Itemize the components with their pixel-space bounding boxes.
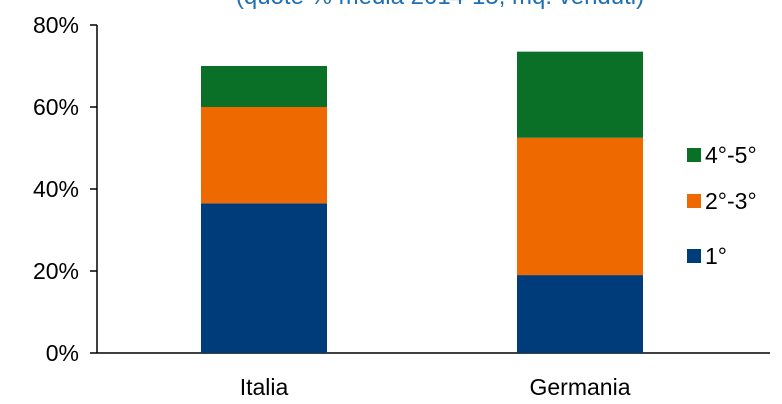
legend-swatch (687, 194, 701, 208)
x-category-label: Germania (530, 374, 631, 400)
x-category-label: Italia (240, 374, 289, 400)
x-axis-category-labels: Italia Germania (240, 374, 631, 400)
legend-label: 1° (705, 243, 727, 269)
bar-segment (517, 51, 643, 138)
y-tick-label: 60% (33, 94, 79, 120)
bar-segment (517, 275, 643, 353)
y-tick-label: 80% (33, 12, 79, 38)
y-axis-ticks: 0% 20% 40% 60% 80% (33, 12, 97, 366)
legend-swatch (687, 148, 701, 162)
bar-segment (201, 66, 327, 107)
legend-label: 2°-3° (705, 188, 757, 214)
bars (201, 51, 643, 353)
bar-segment (517, 137, 643, 276)
legend: 4°-5° 2°-3° 1° (687, 142, 757, 269)
y-tick-label: 20% (33, 258, 79, 284)
bar-segment (201, 203, 327, 353)
chart-title: (quote % media 2014-15, mq. venduti) (236, 0, 644, 10)
y-tick-label: 0% (46, 340, 79, 366)
legend-label: 4°-5° (705, 142, 757, 168)
bar-segment (201, 107, 327, 204)
y-tick-label: 40% (33, 176, 79, 202)
legend-swatch (687, 249, 701, 263)
